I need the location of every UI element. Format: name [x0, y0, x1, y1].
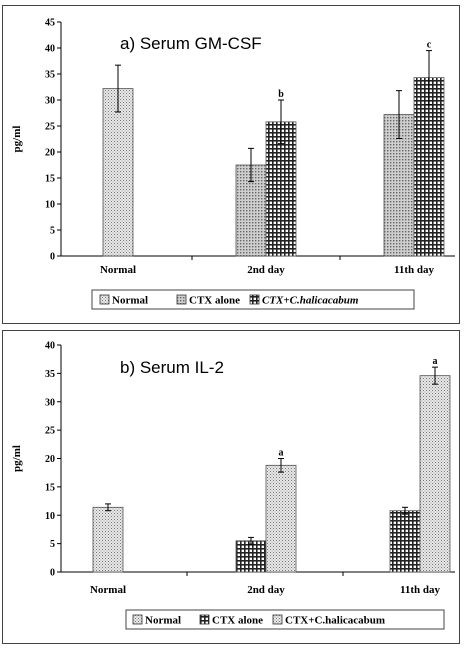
x-tick-label: Normal: [90, 584, 126, 596]
y-tick-label: 20: [45, 148, 55, 159]
panel-a-chart: a) Serum GM-CSF pg/ml 0 5 10 15 20 25 30 35 40 45 No…: [11, 18, 455, 310]
bar: [92, 506, 124, 573]
x-tick-label: 2nd day: [247, 264, 285, 276]
y-tick-label: 15: [45, 174, 55, 185]
y-tick-label: 10: [45, 200, 55, 211]
y-tick-label: 5: [50, 539, 55, 550]
legend-swatch: [99, 294, 110, 305]
x-tick-label: 2nd day: [247, 584, 285, 596]
bar: [235, 540, 267, 573]
x-tick-label: 11th day: [394, 264, 435, 276]
legend-label: CTX alone: [212, 615, 263, 627]
legend-label: Normal: [112, 295, 148, 307]
legend-swatch: [199, 614, 210, 625]
y-tick-label: 0: [50, 252, 55, 263]
legend-label: CTX+C.halicacabum: [285, 615, 385, 627]
y-tick-label: 30: [45, 397, 55, 408]
legend-swatch: [272, 614, 283, 625]
legend-label: CTX+C.halicacabum: [262, 295, 359, 307]
bar: [265, 464, 297, 573]
legend-swatch: [132, 614, 143, 625]
y-tick-label: 0: [50, 568, 55, 579]
legend-label: CTX alone: [189, 295, 240, 307]
y-tick-label: 5: [50, 226, 55, 237]
y-tick-label: 40: [45, 44, 55, 55]
chart-title: a) Serum GM-CSF: [120, 34, 262, 53]
significance-label: b: [278, 89, 284, 100]
y-tick-label: 25: [45, 122, 55, 133]
y-tick-label: 45: [45, 18, 55, 29]
y-tick-label: 10: [45, 511, 55, 522]
bar: [419, 375, 451, 573]
legend-swatch: [249, 294, 260, 305]
y-tick-label: 40: [45, 341, 55, 352]
x-tick-label: 11th day: [400, 584, 441, 596]
bar: [265, 121, 297, 257]
significance-label: c: [427, 40, 432, 51]
y-tick-label: 35: [45, 369, 55, 380]
bar: [389, 510, 421, 573]
significance-label: a: [433, 356, 438, 367]
x-tick-label: Normal: [100, 264, 136, 276]
y-axis-label: pg/ml: [11, 126, 23, 153]
y-tick-label: 20: [45, 454, 55, 465]
bar: [413, 77, 445, 257]
legend-label: Normal: [145, 615, 181, 627]
panel-b-frame: [2, 330, 460, 644]
y-tick-label: 30: [45, 96, 55, 107]
y-tick-label: 25: [45, 426, 55, 437]
chart-title: b) Serum IL-2: [120, 358, 224, 377]
y-axis-label: pg/ml: [11, 445, 23, 472]
legend-swatch: [176, 294, 187, 305]
panel-a-frame: [2, 5, 460, 324]
y-tick-label: 15: [45, 482, 55, 493]
y-tick-label: 35: [45, 70, 55, 81]
significance-label: a: [279, 448, 284, 459]
panel-b-chart: b) Serum IL-2 pg/ml 0 5 10 15 20 25 30 35 40 Normal…: [11, 341, 455, 630]
bar: [102, 88, 134, 257]
